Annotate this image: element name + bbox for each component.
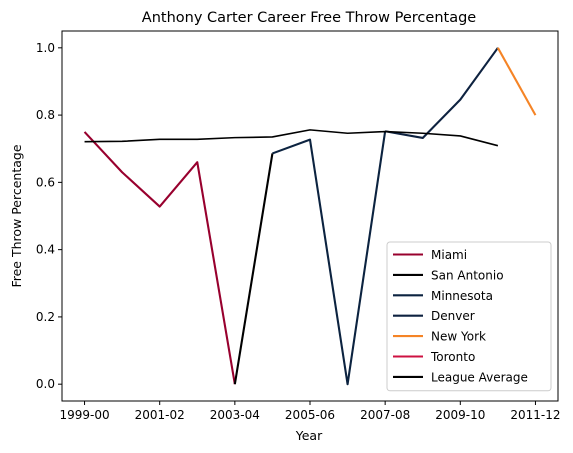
legend-entry: Denver: [431, 309, 475, 323]
series-line-6: [84, 129, 499, 147]
x-tick-label: 2011-12: [510, 408, 560, 422]
y-tick-label: 1.0: [36, 41, 55, 55]
x-tick-label: 2005-06: [285, 408, 335, 422]
x-tick-label: 2009-10: [435, 408, 485, 422]
legend-entry: Minnesota: [431, 289, 493, 303]
x-axis-label: Year: [295, 428, 323, 443]
legend-entry: San Antonio: [431, 268, 504, 282]
y-tick-label: 0.2: [36, 310, 55, 324]
series-line-1: [233, 153, 274, 385]
y-tick-label: 0.6: [36, 175, 55, 189]
legend-box: [386, 241, 552, 392]
series-line-4: [496, 47, 537, 116]
ticks-layer: 1999-00 2001-02 2003-04 2005-06 2007-08 2009-…: [36, 41, 561, 422]
legend-entry: League Average: [431, 370, 528, 384]
series-line-2: [272, 131, 387, 386]
legend-entry: Toronto: [430, 350, 475, 364]
series-line-0: [83, 131, 236, 385]
y-axis-label: Free Throw Percentage: [9, 144, 24, 287]
y-tick-label: 0.0: [36, 377, 55, 391]
y-tick-label: 0.4: [36, 243, 55, 257]
chart-title: Anthony Carter Career Free Throw Percent…: [142, 10, 477, 26]
x-tick-label: 2001-02: [135, 408, 185, 422]
x-tick-label: 1999-00: [59, 408, 109, 422]
legend: Miami San Antonio Minnesota Denver New York T…: [386, 241, 552, 392]
series-layer: [83, 47, 537, 386]
y-tick-label: 0.8: [36, 108, 55, 122]
series-line-3: [384, 47, 499, 140]
legend-entry: New York: [431, 330, 486, 344]
plot-frame: [61, 30, 559, 402]
x-tick-label: 2003-04: [210, 408, 260, 422]
x-tick-label: 2007-08: [360, 408, 410, 422]
legend-entry: Miami: [431, 248, 467, 262]
